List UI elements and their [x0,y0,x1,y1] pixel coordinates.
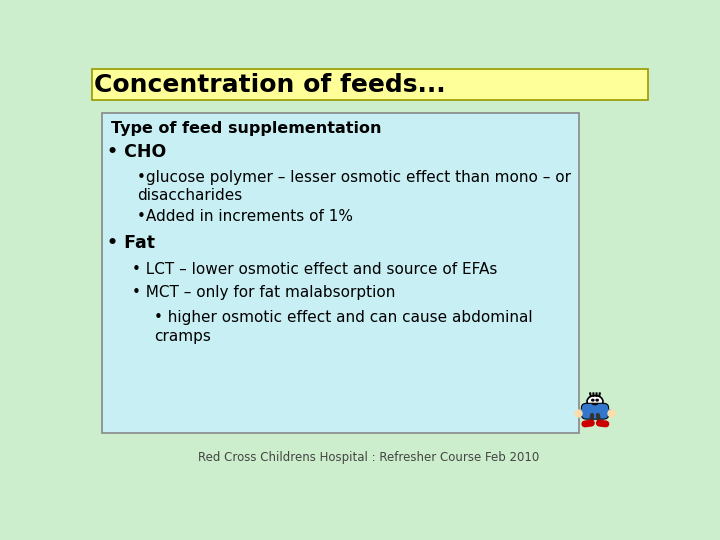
FancyBboxPatch shape [102,113,580,433]
Circle shape [587,395,603,408]
Text: • Fat: • Fat [107,234,155,252]
Text: • LCT – lower osmotic effect and source of EFAs: • LCT – lower osmotic effect and source … [132,262,498,277]
FancyBboxPatch shape [582,403,608,419]
Text: Type of feed supplementation: Type of feed supplementation [111,120,382,136]
Text: Red Cross Childrens Hospital : Refresher Course Feb 2010: Red Cross Childrens Hospital : Refresher… [199,451,539,464]
Circle shape [592,400,594,401]
Text: Concentration of feeds...: Concentration of feeds... [94,72,446,97]
Text: • CHO: • CHO [107,143,166,161]
Text: • higher osmotic effect and can cause abdominal: • higher osmotic effect and can cause ab… [154,310,533,325]
Text: •glucose polymer – lesser osmotic effect than mono – or: •glucose polymer – lesser osmotic effect… [138,170,572,185]
Text: • MCT – only for fat malabsorption: • MCT – only for fat malabsorption [132,285,395,300]
Text: •Added in increments of 1%: •Added in increments of 1% [138,209,354,224]
FancyBboxPatch shape [92,69,648,100]
Text: disaccharides: disaccharides [138,188,243,203]
Text: cramps: cramps [154,329,211,344]
Circle shape [596,400,598,401]
